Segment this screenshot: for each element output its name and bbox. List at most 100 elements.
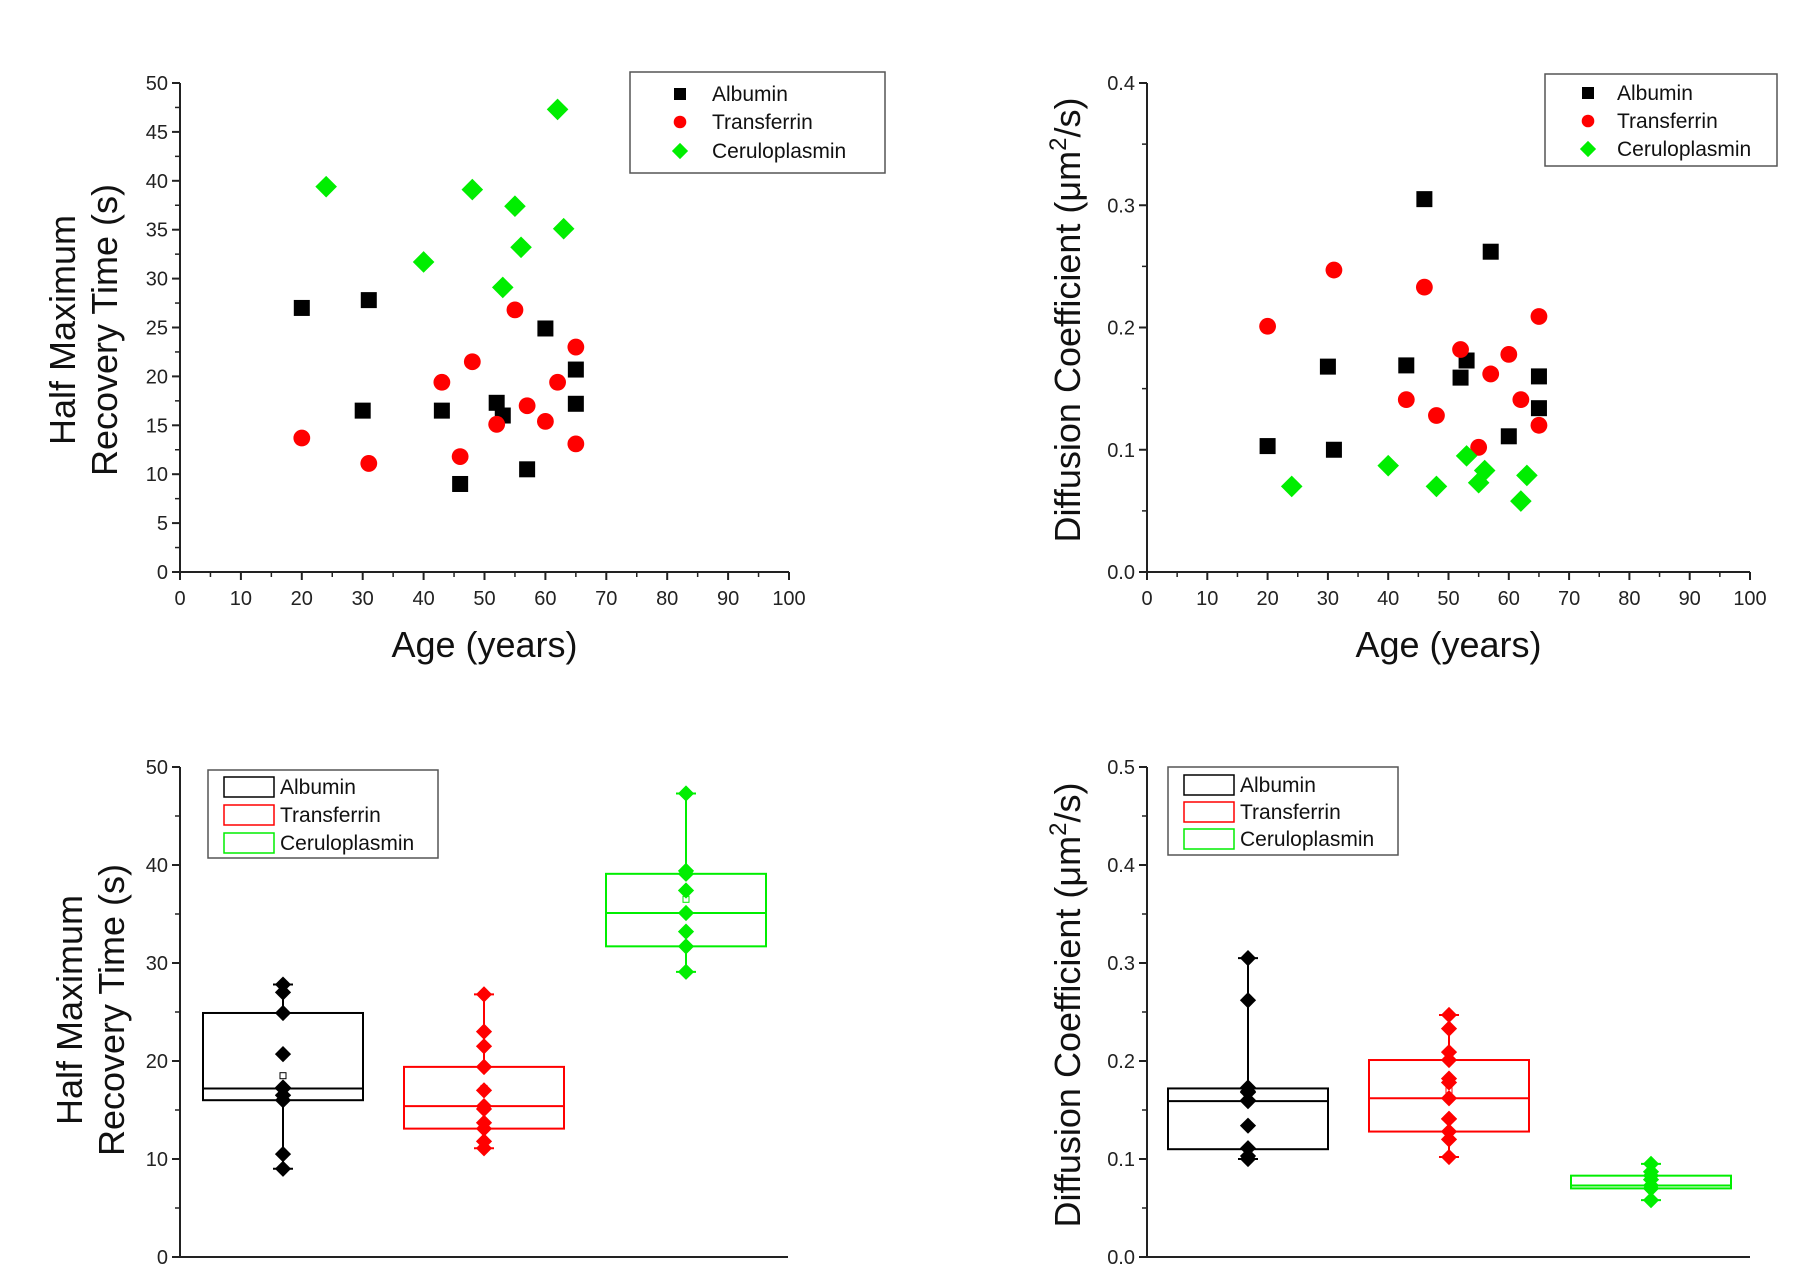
- x-tick-label: 50: [1437, 588, 1459, 610]
- data-point: [475, 1100, 493, 1118]
- data-point: [1500, 345, 1518, 363]
- x-tick-label: 60: [1498, 588, 1520, 610]
- box-ceruloplasmin: [605, 785, 767, 980]
- data-point: [1239, 992, 1257, 1009]
- x-tick-label: 60: [534, 588, 556, 610]
- legend-marker-transferrin: [1581, 114, 1595, 128]
- y-tick-label: 10: [146, 1149, 168, 1171]
- data-point: [1482, 365, 1500, 383]
- y-axis-title-sup: 2: [1045, 823, 1072, 836]
- data-point: [274, 1092, 292, 1109]
- data-point: [461, 178, 484, 201]
- data-point: [488, 394, 505, 411]
- data-point: [475, 1120, 493, 1137]
- y-tick-label: 20: [146, 1051, 168, 1073]
- legend-label-ceruloplasmin: Ceruloplasmin: [1617, 138, 1751, 161]
- y-tick-label: 0.0: [1107, 562, 1135, 584]
- y-tick-label: 0.2: [1107, 1051, 1135, 1073]
- legend-marker-transferrin: [673, 115, 687, 129]
- data-point: [1530, 368, 1547, 385]
- y-axis-title-main: Diffusion Coefficient (μm: [1047, 151, 1088, 543]
- data-point: [433, 373, 451, 391]
- data-point: [274, 1004, 292, 1022]
- chart-scatter-diffusion: 0.0 0.1 0.2 0.3 0.4 0 10 20 30 40 50 60 70 80 90 100 Age…: [1045, 73, 1778, 665]
- y-tick-label: 0.4: [1107, 73, 1135, 95]
- y-tick-label: 40: [146, 855, 168, 877]
- series-albumin: [293, 292, 584, 492]
- data-point: [1259, 317, 1276, 335]
- data-point: [1516, 464, 1538, 487]
- data-point: [1512, 391, 1530, 409]
- y-tick-label: 5: [157, 513, 168, 535]
- data-point: [518, 397, 536, 415]
- legend-swatch-albumin: [1183, 774, 1235, 796]
- series-ceruloplasmin: [1280, 445, 1538, 512]
- box-ceruloplasmin: [1570, 1155, 1732, 1209]
- data-point: [475, 1023, 493, 1040]
- data-point: [1452, 341, 1469, 358]
- data-point: [1510, 490, 1532, 512]
- chart-box-diffusion: 0.0 0.1 0.2 0.3 0.4 0.5 Diffusion Coefficient …: [1045, 757, 1750, 1269]
- legend-label-ceruloplasmin: Ceruloplasmin: [1240, 828, 1374, 851]
- x-tick-label: 70: [1558, 588, 1580, 610]
- y-axis-title-line2: Recovery Time (s): [91, 864, 132, 1156]
- legend-frame: [629, 71, 886, 174]
- data-point: [537, 412, 554, 430]
- mean-marker: [279, 1072, 287, 1080]
- chart-scatter-recovery: 0 5 10 15 20 25 30 35 40 45 50 0 10 20 30 40 50 60 70 80 90 1…: [42, 71, 886, 665]
- legend-frame: [207, 769, 439, 859]
- data-point: [567, 361, 584, 378]
- y-tick-label: 0.3: [1107, 195, 1135, 217]
- y-axis-title-line1: Half Maximum: [49, 895, 90, 1125]
- x-tick-label: 10: [1196, 588, 1218, 610]
- legend-label-albumin: Albumin: [712, 83, 788, 106]
- chart-box-recovery: 0 10 20 30 40 50 Half Maximum Recovery Time (s)…: [49, 757, 788, 1269]
- legend-swatch-ceruloplasmin: [1183, 828, 1235, 850]
- data-point: [1452, 369, 1469, 386]
- x-tick-label: 90: [717, 588, 739, 610]
- data-point: [360, 455, 378, 472]
- x-tick-label: 100: [1733, 588, 1766, 610]
- legend-label-albumin: Albumin: [1240, 774, 1316, 797]
- data-point: [546, 98, 569, 121]
- legend-label-transferrin: Transferrin: [1617, 110, 1718, 133]
- legend-label-albumin: Albumin: [1617, 82, 1693, 105]
- x-tick-label: 50: [473, 588, 495, 610]
- legend-swatch-transferrin: [1183, 801, 1235, 823]
- legend-label-albumin: Albumin: [280, 776, 356, 799]
- y-tick-label: 0.1: [1107, 440, 1135, 462]
- x-tick-label: 20: [291, 588, 313, 610]
- data-point: [552, 217, 575, 240]
- box-albumin: [202, 976, 364, 1177]
- data-point: [475, 1058, 493, 1075]
- legend: Albumin Transferrin Ceruloplasmin: [207, 769, 439, 859]
- data-point: [506, 301, 524, 319]
- data-point: [475, 1038, 493, 1055]
- data-point: [1440, 1006, 1458, 1024]
- data-point: [677, 938, 695, 955]
- data-point: [488, 415, 506, 433]
- data-point: [510, 236, 532, 259]
- y-tick-label: 10: [146, 464, 168, 486]
- x-tick-label: 80: [1618, 588, 1640, 610]
- x-axis-title: Age (years): [1355, 624, 1541, 665]
- data-point: [1239, 950, 1257, 967]
- y-axis-title-tail: /s): [1047, 98, 1088, 138]
- data-point: [1377, 454, 1399, 477]
- data-point: [1239, 1117, 1257, 1134]
- data-point: [433, 402, 450, 419]
- data-point: [451, 448, 469, 465]
- data-point: [677, 865, 695, 882]
- data-point: [1239, 1093, 1257, 1110]
- data-point: [1440, 1051, 1458, 1069]
- data-point: [1425, 475, 1448, 498]
- data-point: [1416, 191, 1433, 208]
- legend-label-transferrin: Transferrin: [712, 111, 813, 134]
- data-point: [274, 1146, 292, 1163]
- series-albumin: [1259, 191, 1547, 458]
- data-point: [452, 475, 469, 492]
- data-point: [677, 785, 695, 802]
- y-tick-label: 0.1: [1107, 1149, 1135, 1171]
- legend-marker-ceruloplasmin: [1579, 140, 1597, 158]
- legend-label-transferrin: Transferrin: [280, 804, 381, 827]
